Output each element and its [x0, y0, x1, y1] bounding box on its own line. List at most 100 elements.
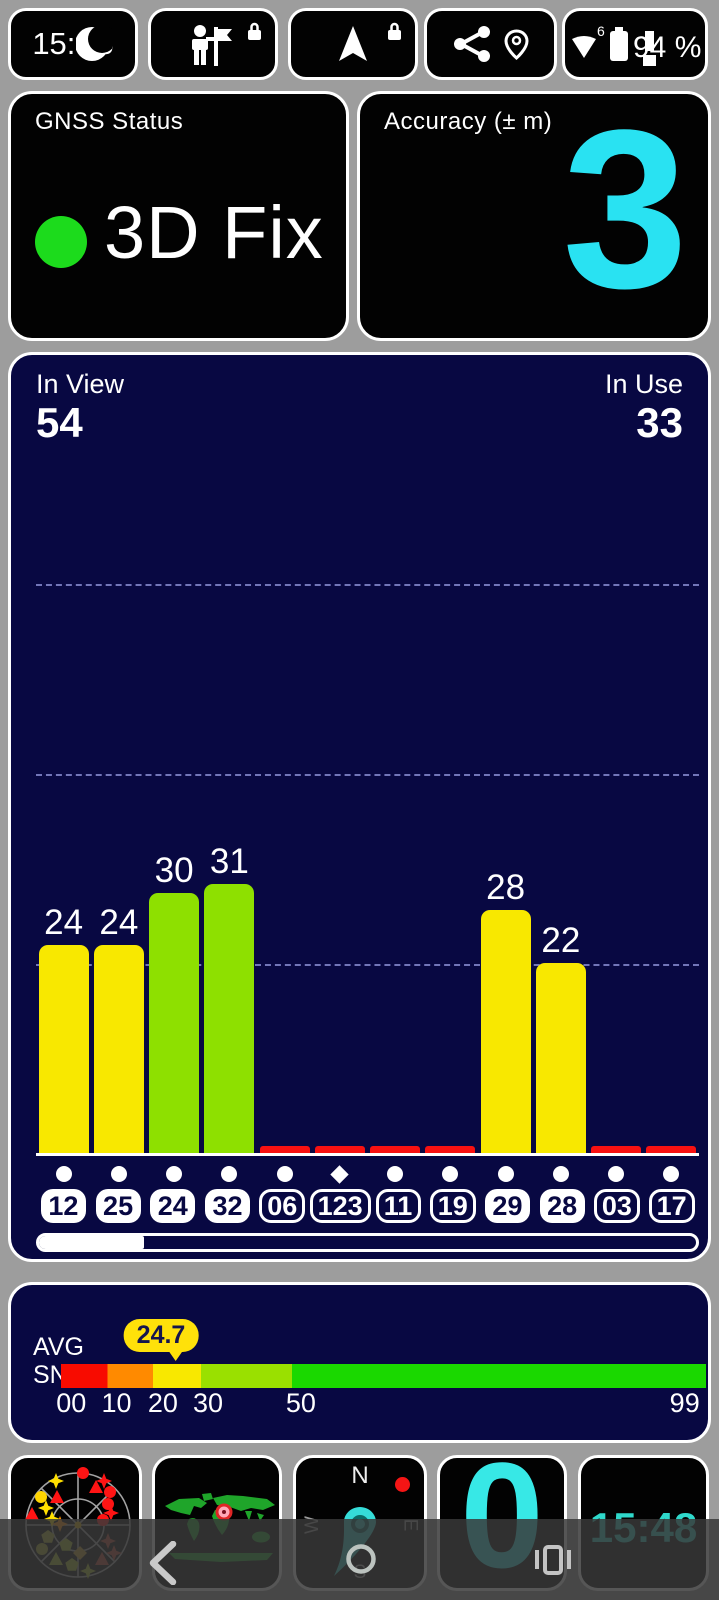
- satellite-id-pill: 12: [40, 1189, 86, 1223]
- snr-bar: [480, 910, 531, 1154]
- snr-bar: [370, 1146, 421, 1154]
- satellite-id-pill: 06: [259, 1189, 306, 1223]
- wifi-icon: [572, 36, 596, 58]
- statusbar-navigation-tile[interactable]: [288, 8, 418, 80]
- constellation-dot-icon: [497, 1166, 514, 1182]
- satellite-column: 31: [202, 842, 257, 1154]
- satellite-id-row: 12 25 24 32 06 123 11 19 29 28 03 17: [36, 1189, 699, 1223]
- snr-bar: [646, 1146, 697, 1154]
- satellite-id-pill: 123: [309, 1189, 371, 1223]
- satellite-column: [644, 1146, 699, 1154]
- dot-cell: [91, 1163, 146, 1185]
- satellite-id-pill: 17: [648, 1189, 695, 1223]
- snr-bar: [535, 963, 586, 1154]
- snr-scale-tick: 20: [147, 1388, 178, 1418]
- dot-cell: [202, 1163, 257, 1185]
- satellite-column: 28: [478, 868, 533, 1154]
- snr-bar: [93, 945, 144, 1154]
- satellite-id-pill: 28: [539, 1189, 585, 1223]
- pill-cell: 19: [425, 1189, 480, 1223]
- satellite-page-scrollbar[interactable]: [36, 1233, 699, 1252]
- gridline: [36, 964, 699, 966]
- satellite-column: [257, 1146, 312, 1154]
- in-view-label: In View: [36, 369, 125, 399]
- constellation-diamond-icon: [330, 1164, 350, 1184]
- snr-scale-ticks: 00 10 20 30 50 99: [56, 1388, 706, 1418]
- lock-icon: [388, 22, 401, 40]
- share-icon: [454, 26, 490, 62]
- statusbar-time-tile[interactable]: 15: 8: [8, 8, 138, 80]
- compass-heading-dot: [395, 1477, 410, 1492]
- snr-scale-tick: 30: [193, 1388, 224, 1418]
- satellite-column: 30: [147, 851, 202, 1154]
- snr-scale-tick: 99: [669, 1388, 700, 1418]
- compass-north-label: N: [351, 1462, 369, 1489]
- satellite-column: [368, 1146, 423, 1154]
- battery-icon: [610, 27, 628, 61]
- in-use-label: In Use: [604, 369, 683, 399]
- avg-snr-panel: AVG SNR 00 10 20 30 50 99 24.7: [8, 1282, 711, 1443]
- constellation-dots-row: [36, 1163, 699, 1185]
- constellation-dot-icon: [276, 1166, 293, 1182]
- constellation-dot-icon: [608, 1166, 625, 1182]
- pill-cell: 03: [590, 1189, 645, 1223]
- constellation-dot-icon: [221, 1166, 238, 1182]
- dot-cell: [312, 1163, 367, 1185]
- satellite-column: [423, 1146, 478, 1154]
- dot-cell: [368, 1163, 423, 1185]
- dot-cell: [147, 1163, 202, 1185]
- satellite-id-pill: 32: [205, 1189, 251, 1223]
- snr-scale-tick: 00: [56, 1388, 87, 1418]
- snr-bar: [38, 945, 89, 1154]
- gnss-status-card[interactable]: GNSS Status 3D Fix: [8, 91, 349, 341]
- snr-scale-tick: 50: [285, 1388, 316, 1418]
- android-navigation-bar: [0, 1519, 719, 1600]
- recents-icon[interactable]: [534, 1545, 572, 1575]
- statusbar-time-text: 15:: [32, 26, 76, 61]
- satellite-id-pill: 25: [95, 1189, 141, 1223]
- dot-cell: [36, 1163, 91, 1185]
- dot-cell: [589, 1163, 644, 1185]
- moon-icon: [76, 25, 113, 61]
- pill-cell: 123: [309, 1189, 371, 1223]
- satellite-id-pill: 24: [150, 1189, 196, 1223]
- snr-bar: [314, 1146, 365, 1154]
- snr-bar: [425, 1146, 476, 1154]
- snr-bars: 24 24 30 31 28 22: [36, 355, 699, 1154]
- snr-value-label: 24: [99, 903, 139, 942]
- statusbar-battery-tile[interactable]: 6 94 %: [562, 8, 708, 80]
- gnss-status-title: GNSS Status: [35, 108, 184, 135]
- snr-value-label: 28: [486, 868, 526, 907]
- constellation-dot-icon: [166, 1166, 183, 1182]
- pill-cell: 29: [480, 1189, 535, 1223]
- satellite-id-pill: 11: [375, 1189, 421, 1223]
- pill-cell: 12: [36, 1189, 91, 1223]
- pill-cell: 17: [644, 1189, 699, 1223]
- gridline: [36, 774, 699, 776]
- satellite-column: [312, 1146, 367, 1154]
- satellite-id-pill: 29: [484, 1189, 530, 1223]
- snr-value-label: 30: [154, 851, 194, 890]
- in-use-count: 33: [636, 399, 683, 446]
- dot-cell: [478, 1163, 533, 1185]
- satellite-id-pill: 19: [429, 1189, 476, 1223]
- location-pin-icon: [504, 28, 529, 60]
- snr-bar: [591, 1146, 642, 1154]
- home-icon[interactable]: [345, 1543, 377, 1575]
- satellite-id-pill: 03: [593, 1189, 640, 1223]
- statusbar-share-tile[interactable]: [424, 8, 557, 80]
- satellite-column: 24: [91, 903, 146, 1154]
- dot-cell: [644, 1163, 699, 1185]
- snr-value-label: 22: [541, 921, 581, 960]
- constellation-dot-icon: [552, 1166, 569, 1182]
- satellite-column: 22: [533, 921, 588, 1154]
- pill-cell: 24: [145, 1189, 200, 1223]
- accuracy-value: 3: [562, 91, 688, 335]
- scrollbar-thumb[interactable]: [39, 1236, 145, 1249]
- guide-flag-icon: [192, 25, 232, 66]
- lock-icon: [248, 22, 261, 40]
- back-icon[interactable]: [148, 1541, 178, 1585]
- accuracy-card[interactable]: Accuracy (± m) 3: [357, 91, 711, 341]
- statusbar-guide-tile[interactable]: [148, 8, 278, 80]
- snr-scale-tick: 10: [101, 1388, 132, 1418]
